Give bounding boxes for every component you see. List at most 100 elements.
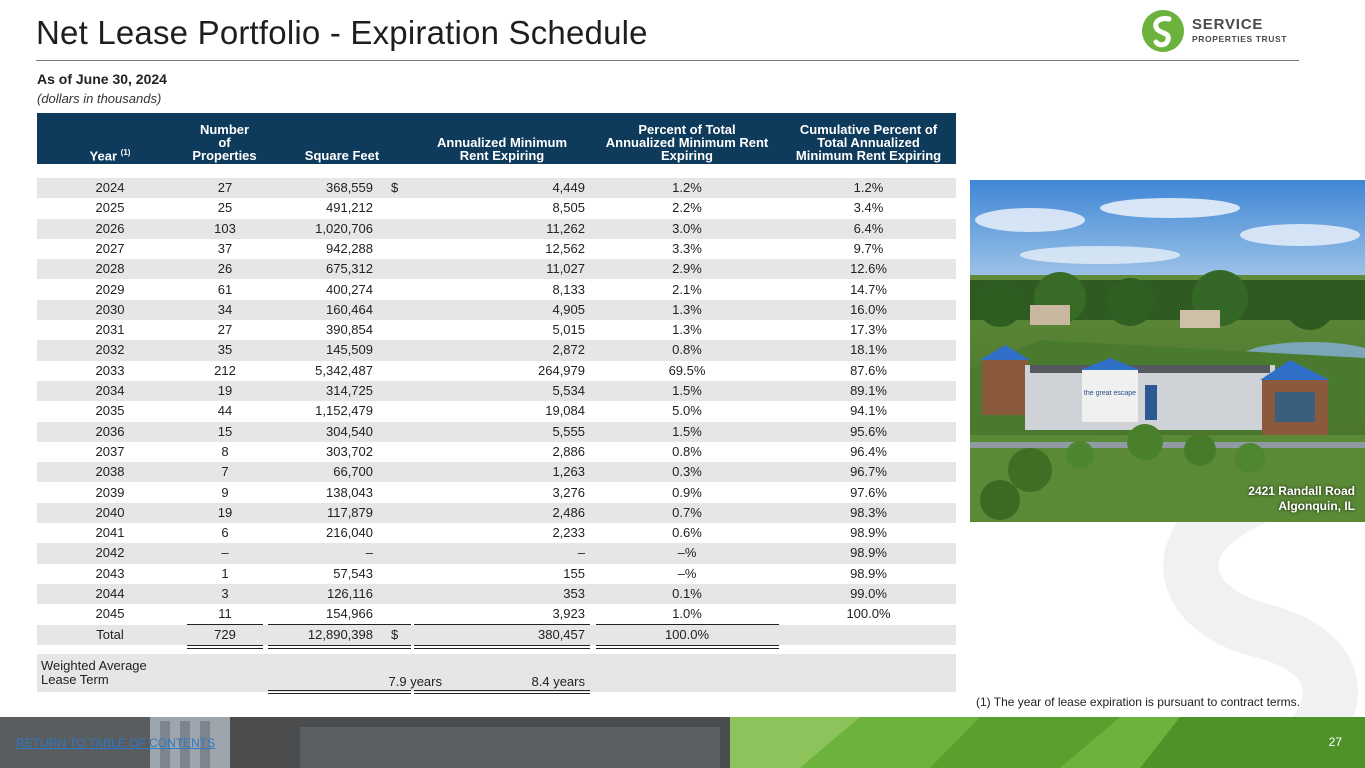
row-dollar-sign xyxy=(391,401,411,421)
row-properties: – xyxy=(221,545,229,561)
return-to-toc-link[interactable]: RETURN TO TABLE OF CONTENTS xyxy=(16,736,216,750)
row-cumulative-percent: 95.6% xyxy=(850,423,887,439)
weighted-term-by-area: 7.9 years xyxy=(388,674,442,689)
row-properties: 1 xyxy=(221,565,229,581)
footnote-marker: (1) xyxy=(120,147,131,157)
row-rent-expiring: 2,233 xyxy=(552,525,585,541)
row-rent-expiring: 3,923 xyxy=(552,606,585,622)
row-percent-of-total: –% xyxy=(677,565,697,581)
table-row: 2040 19 117,879 2,486 0.7% 98.3% xyxy=(37,502,956,524)
total-dollar-sign: $ xyxy=(391,627,399,642)
row-percent-of-total: 3.3% xyxy=(672,240,702,256)
row-dollar-sign xyxy=(391,564,411,584)
row-properties: 37 xyxy=(217,240,233,256)
logo-line1: SERVICE xyxy=(1192,16,1264,33)
row-rent-expiring: 2,886 xyxy=(552,443,585,459)
row-percent-of-total: 2.2% xyxy=(672,200,702,216)
row-dollar-sign xyxy=(391,584,411,604)
row-cumulative-percent: 16.0% xyxy=(850,301,887,317)
row-square-feet: 216,040 xyxy=(326,525,373,541)
row-year: 2036 xyxy=(95,423,125,439)
table-row: 2025 25 491,212 8,505 2.2% 3.4% xyxy=(37,198,956,218)
row-year: 2028 xyxy=(95,261,125,277)
table-row: 2037 8 303,702 2,886 0.8% 96.4% xyxy=(37,442,956,462)
weighted-double-rule xyxy=(268,690,411,694)
row-year: 2029 xyxy=(95,281,125,297)
property-photo: the great escape 2421 Randall Road Algon… xyxy=(970,180,1365,522)
row-square-feet: 390,854 xyxy=(326,322,373,338)
row-properties: 34 xyxy=(217,301,233,317)
row-rent-expiring: 5,015 xyxy=(552,322,585,338)
row-percent-of-total: 0.6% xyxy=(672,525,702,541)
row-dollar-sign xyxy=(391,340,411,360)
row-rent-expiring: 5,555 xyxy=(552,423,585,439)
row-properties: 19 xyxy=(217,504,233,520)
row-properties: 7 xyxy=(221,464,229,480)
table-row: 2043 1 57,543 155 –% 98.9% xyxy=(37,564,956,584)
row-dollar-sign xyxy=(391,543,411,563)
row-rent-expiring: – xyxy=(577,545,585,561)
row-rent-expiring: 2,872 xyxy=(552,342,585,358)
row-cumulative-percent: 1.2% xyxy=(853,180,884,195)
row-percent-of-total: 0.1% xyxy=(672,586,702,601)
table-row: 2034 19 314,725 5,534 1.5% 89.1% xyxy=(37,381,956,402)
total-top-rule xyxy=(268,624,411,625)
row-percent-of-total: 0.7% xyxy=(672,504,702,520)
row-dollar-sign xyxy=(391,523,411,543)
row-properties: 44 xyxy=(217,403,233,419)
row-year: 2025 xyxy=(95,200,125,216)
table-row: 2027 37 942,288 12,562 3.3% 9.7% xyxy=(37,239,956,259)
row-cumulative-percent: 12.6% xyxy=(850,261,887,277)
footer-banner: RETURN TO TABLE OF CONTENTS 27 xyxy=(0,717,1365,768)
row-percent-of-total: 1.0% xyxy=(672,606,702,622)
row-rent-expiring: 264,979 xyxy=(538,362,585,378)
row-rent-expiring: 2,486 xyxy=(552,504,585,520)
weighted-double-rule xyxy=(414,690,590,694)
row-cumulative-percent: 89.1% xyxy=(850,383,887,398)
row-rent-expiring: 4,905 xyxy=(552,301,585,317)
row-year: 2033 xyxy=(95,362,125,378)
total-properties: 729 xyxy=(214,627,236,642)
total-top-rule xyxy=(187,624,263,625)
total-double-rule xyxy=(187,645,263,649)
row-dollar-sign xyxy=(391,503,411,523)
table-row: 2031 27 390,854 5,015 1.3% 17.3% xyxy=(37,320,956,340)
col-number-of-properties: Number of Properties xyxy=(192,122,257,163)
row-year: 2041 xyxy=(95,525,125,541)
row-properties: 3 xyxy=(221,586,229,601)
row-cumulative-percent: 96.4% xyxy=(850,443,887,459)
row-percent-of-total: 0.8% xyxy=(672,342,702,358)
total-label: Total xyxy=(96,627,124,642)
row-dollar-sign xyxy=(391,442,411,462)
row-square-feet: 5,342,487 xyxy=(315,362,373,378)
row-year: 2045 xyxy=(95,606,125,622)
table-row: 2032 35 145,509 2,872 0.8% 18.1% xyxy=(37,340,956,361)
row-square-feet: 126,116 xyxy=(326,586,373,601)
weighted-term-by-rent: 8.4 years xyxy=(531,674,585,689)
row-year: 2031 xyxy=(95,322,125,338)
row-dollar-sign xyxy=(391,300,411,320)
row-year: 2040 xyxy=(95,504,125,520)
row-year: 2038 xyxy=(95,464,125,480)
row-percent-of-total: 2.9% xyxy=(672,261,702,277)
row-cumulative-percent: 98.3% xyxy=(850,504,887,520)
row-dollar-sign xyxy=(391,462,411,482)
page-title: Net Lease Portfolio - Expiration Schedul… xyxy=(36,14,648,51)
row-dollar-sign xyxy=(391,381,411,401)
row-year: 2030 xyxy=(95,301,125,317)
col-cumulative-percent: Cumulative Percent of Total Annualized M… xyxy=(795,122,942,163)
row-cumulative-percent: 6.4% xyxy=(853,220,884,236)
footer-image xyxy=(0,717,1365,768)
row-square-feet: 66,700 xyxy=(333,464,373,480)
row-rent-expiring: 11,262 xyxy=(546,220,585,236)
row-rent-expiring: 5,534 xyxy=(552,383,585,398)
row-cumulative-percent: 94.1% xyxy=(850,403,887,419)
row-square-feet: 57,543 xyxy=(333,565,373,581)
company-logo: SERVICE PROPERTIES TRUST xyxy=(1142,10,1302,54)
table-row: 2038 7 66,700 1,263 0.3% 96.7% xyxy=(37,462,956,483)
logo-mark-icon xyxy=(1142,10,1184,52)
row-square-feet: 303,702 xyxy=(326,443,373,459)
row-percent-of-total: 1.5% xyxy=(672,423,702,439)
row-percent-of-total: 0.3% xyxy=(672,464,702,480)
row-dollar-sign xyxy=(391,422,411,442)
